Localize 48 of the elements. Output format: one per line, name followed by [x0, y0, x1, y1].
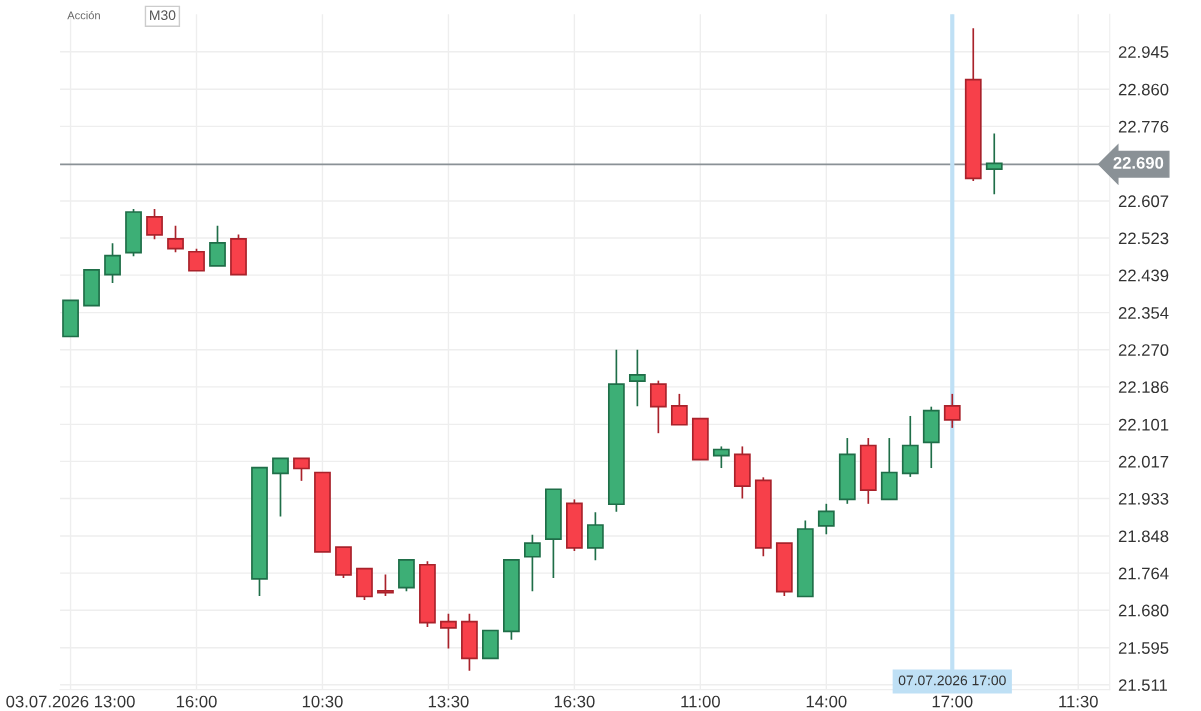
annotation: M30: [150, 10, 176, 21]
y-tick-label: 22.439: [1118, 269, 1169, 282]
x-tick-label: 10:30: [302, 695, 343, 708]
ref-line-label: 07.07.2026 17:00: [898, 675, 1006, 686]
y-tick-label: 22.607: [1118, 195, 1169, 208]
y-tick-label: 21.764: [1118, 567, 1169, 580]
candlestick: [209, 224, 226, 267]
y-tick-label: 22.101: [1118, 418, 1169, 431]
x-tick-label: 14:00: [806, 695, 847, 708]
candlestick: [188, 247, 205, 272]
y-tick-label: 22.945: [1118, 46, 1169, 58]
y-tick-label: 22.270: [1118, 344, 1169, 356]
y-tick-label: 21.933: [1118, 492, 1169, 505]
candlestick: [146, 208, 163, 241]
candlestick: [293, 457, 310, 482]
ref-line-label: 22.690: [1113, 156, 1164, 169]
candlestick: [272, 457, 289, 518]
x-tick-label: 16:30: [554, 695, 595, 708]
y-tick-label: 21.680: [1118, 604, 1169, 617]
candlestick: [670, 393, 688, 426]
x-tick-label: 11:30: [1059, 695, 1098, 708]
candlestick: [377, 573, 394, 597]
x-tick-label: 16:00: [176, 695, 217, 708]
candlestick: [712, 445, 730, 469]
candlestick: [817, 502, 835, 536]
candlestick: [524, 533, 541, 593]
y-tick-label: 22.186: [1118, 381, 1169, 394]
candlestick: [943, 393, 961, 429]
candlestick: [440, 612, 457, 650]
x-tick-label: 13:30: [428, 695, 469, 708]
candlestick: [586, 511, 604, 562]
y-tick-label: 22.776: [1118, 120, 1169, 133]
y-tick-label: 21.511: [1118, 679, 1167, 692]
y-tick-label: 21.848: [1118, 530, 1169, 543]
candlestick: [167, 224, 184, 254]
y-tick-label: 22.354: [1118, 307, 1169, 319]
y-tick-label: 22.523: [1118, 232, 1169, 245]
candlestick: [985, 132, 1003, 196]
candlestick: [104, 242, 121, 284]
annotation: Acción: [67, 11, 100, 20]
x-tick-label: 17:00: [932, 695, 973, 708]
x-tick-label: 11:00: [681, 695, 720, 708]
y-tick-label: 21.595: [1118, 642, 1169, 654]
y-tick-label: 22.017: [1118, 455, 1169, 468]
y-tick-label: 22.860: [1118, 83, 1169, 96]
candlestick: [649, 379, 667, 435]
x-tick-label: 03.07.2026 13:00: [6, 695, 135, 708]
candlestick: [628, 348, 646, 408]
